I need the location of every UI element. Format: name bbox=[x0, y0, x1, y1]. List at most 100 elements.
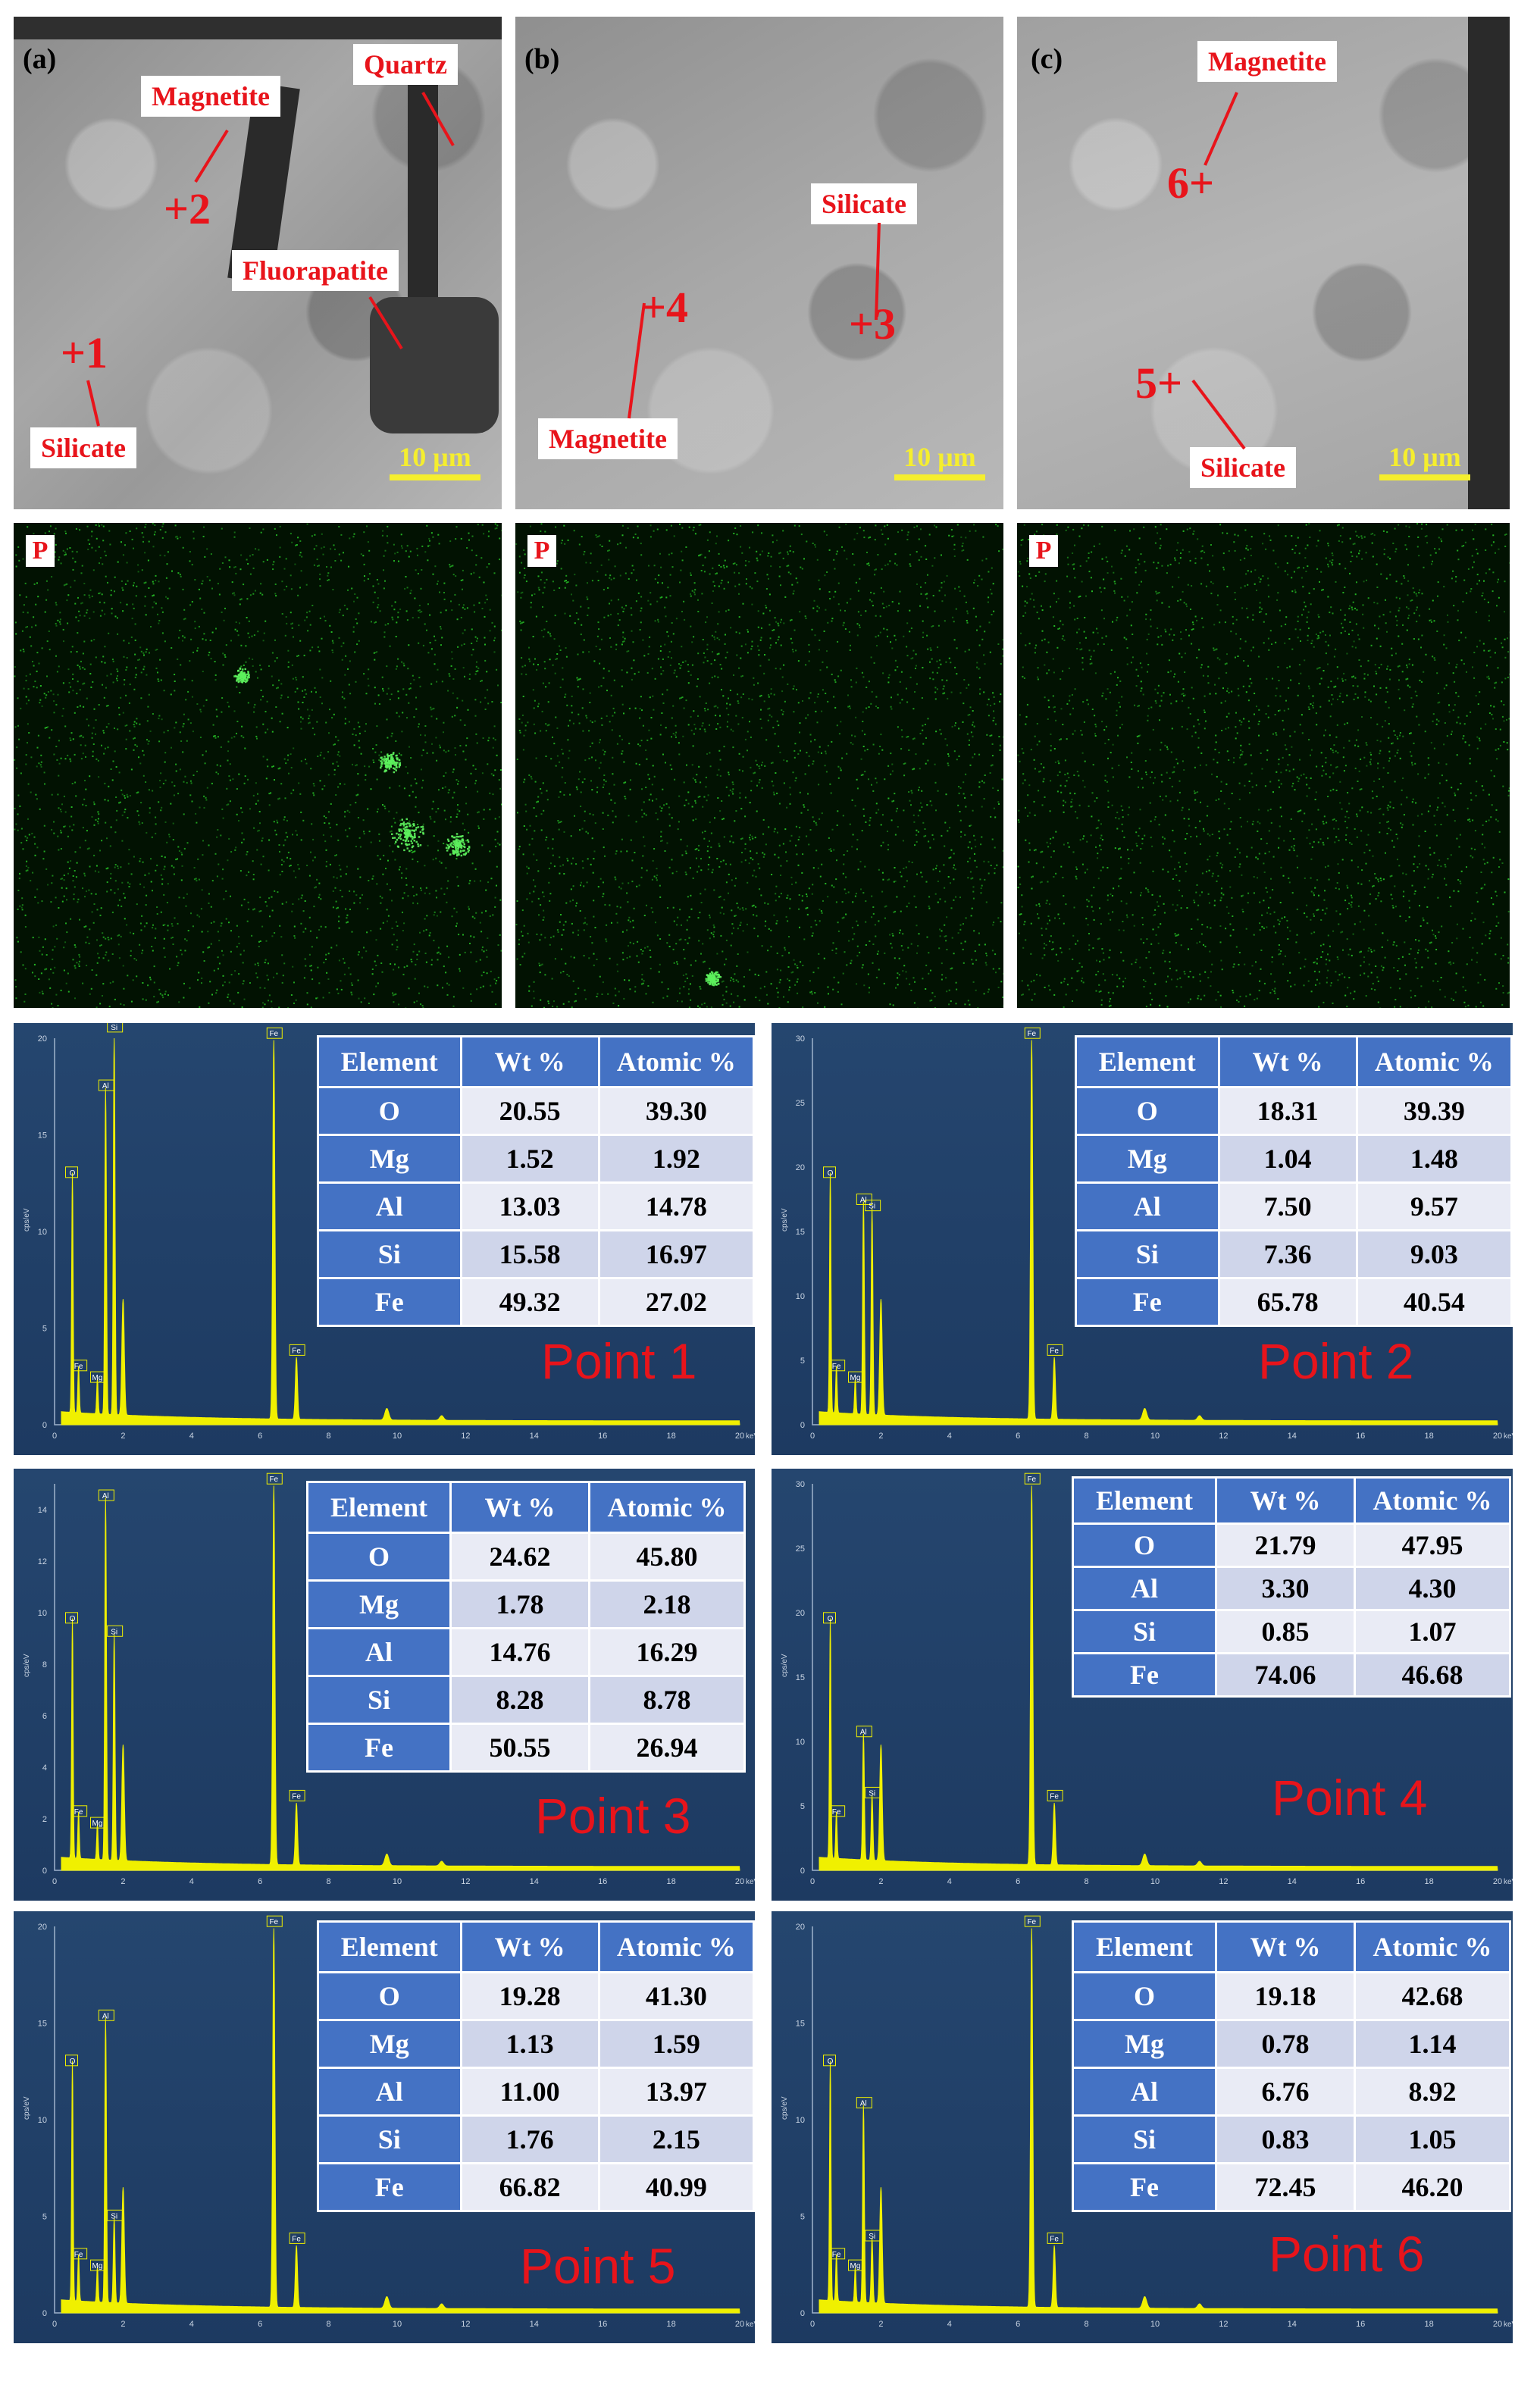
table-cell: 14.78 bbox=[597, 1181, 755, 1231]
y-tick-label: 5 bbox=[800, 2213, 805, 2222]
table-cell: 1.05 bbox=[1354, 2114, 1511, 2164]
y-tick-label: 20 bbox=[38, 1034, 47, 1044]
table-cell: 15.58 bbox=[459, 1229, 600, 1279]
peak-label: Si bbox=[869, 1789, 875, 1798]
x-tick-label: 8 bbox=[1085, 1877, 1089, 1886]
x-tick-label: 20 bbox=[1493, 1877, 1502, 1886]
y-tick-label: 0 bbox=[42, 2309, 47, 2318]
x-tick-label: 8 bbox=[327, 2320, 331, 2329]
table-header-cell: Atomic % bbox=[588, 1481, 746, 1534]
peak-label: Fe bbox=[1027, 1918, 1036, 1926]
peak-label-box bbox=[865, 1200, 881, 1212]
eds-spectrum-panel: 0 2 4 6 8 10 12 14 16 18 20keV 0 2 4 6 8 10 12 14 cps/eV O Fe… bbox=[14, 1469, 755, 1901]
point-label: Point 6 bbox=[1269, 2226, 1425, 2282]
peak-label: Fe bbox=[292, 1792, 301, 1801]
table-cell: 1.14 bbox=[1354, 2019, 1511, 2069]
y-tick-label: 30 bbox=[796, 1480, 805, 1489]
table-header-cell: Wt % bbox=[459, 1920, 600, 1973]
x-tick-label: 10 bbox=[393, 1877, 402, 1886]
table-row: Mg 0.78 1.14 bbox=[1072, 2019, 1511, 2069]
table-cell: 13.03 bbox=[459, 1181, 600, 1231]
x-tick-label: 8 bbox=[327, 1432, 331, 1441]
table-cell: 19.18 bbox=[1215, 1971, 1356, 2021]
table-row: Mg 1.04 1.48 bbox=[1075, 1134, 1513, 1184]
x-tick-label: 12 bbox=[1219, 1432, 1228, 1441]
peak-label: Al bbox=[860, 1729, 867, 1737]
x-tick-label: 18 bbox=[666, 2320, 675, 2329]
x-tick-label: 4 bbox=[947, 1877, 952, 1886]
table-cell: Al bbox=[1072, 2067, 1217, 2117]
y-tick-label: 5 bbox=[800, 1802, 805, 1811]
table-cell: Si bbox=[1072, 1609, 1217, 1654]
p-map-a-label: P bbox=[26, 535, 55, 567]
table-row: Si 0.83 1.05 bbox=[1072, 2114, 1511, 2164]
table-row: Al 3.30 4.30 bbox=[1072, 1566, 1511, 1611]
sem-image-c: (c) Magnetite Silicate 6+ 5+ 10 μm bbox=[1017, 17, 1510, 509]
point-2-marker: +2 bbox=[164, 184, 211, 233]
table-cell: 65.78 bbox=[1217, 1277, 1358, 1327]
peak-label-box bbox=[823, 1166, 837, 1178]
x-tick-label: 6 bbox=[1016, 1877, 1020, 1886]
tag-magnetite-a: Magnetite bbox=[141, 76, 280, 117]
x-tick-label: 20 bbox=[1493, 1432, 1502, 1441]
panel-label-a: (a) bbox=[23, 43, 57, 75]
eds-spectrum-panel: 02468101214161820keV05101520cps/eVOFeMgA… bbox=[14, 1023, 755, 1455]
y-tick-label: 0 bbox=[42, 1867, 47, 1876]
scale-bar-b: 10 μm bbox=[894, 441, 985, 480]
x-tick-label: 12 bbox=[1219, 2320, 1228, 2329]
table-cell: 47.95 bbox=[1354, 1522, 1511, 1568]
x-tick-label: 12 bbox=[1219, 1877, 1228, 1886]
peak-label-box bbox=[848, 1371, 864, 1383]
tag-quartz-a: Quartz bbox=[353, 44, 458, 85]
x-tick-label: 14 bbox=[530, 2320, 539, 2329]
p-map-b-label: P bbox=[527, 535, 556, 567]
x-tick-label: 18 bbox=[666, 1877, 675, 1886]
table-cell: 46.68 bbox=[1354, 1652, 1511, 1698]
table-cell: 27.02 bbox=[597, 1277, 755, 1327]
y-unit-label: cps/eV bbox=[23, 1208, 31, 1231]
peak-label-box bbox=[266, 1027, 283, 1039]
eds-table: Element Wt % Atomic % O 19.28 41.30 Mg 1.13 1.59… bbox=[317, 1920, 755, 2212]
table-cell: 8.78 bbox=[588, 1675, 746, 1725]
table-row: Si 8.28 8.78 bbox=[306, 1675, 746, 1725]
y-tick-label: 0 bbox=[800, 1867, 805, 1876]
table-cell: 46.20 bbox=[1354, 2162, 1511, 2212]
table-row: O 19.28 41.30 bbox=[317, 1971, 755, 2021]
x-tick-label: 8 bbox=[327, 1877, 331, 1886]
table-cell: O bbox=[317, 1086, 462, 1136]
x-tick-label: 12 bbox=[461, 1432, 470, 1441]
table-row: Al 11.00 13.97 bbox=[317, 2067, 755, 2117]
peak-label: Mg bbox=[92, 1374, 103, 1382]
table-row: Mg 1.52 1.92 bbox=[317, 1134, 755, 1184]
y-tick-label: 5 bbox=[42, 1325, 47, 1334]
peak-label: Fe bbox=[832, 1808, 841, 1817]
x-tick-label: 4 bbox=[189, 1877, 194, 1886]
table-row: Al 7.50 9.57 bbox=[1075, 1181, 1513, 1231]
x-tick-label: 10 bbox=[1150, 1877, 1160, 1886]
peak-label: Al bbox=[860, 2100, 867, 2108]
table-row: Si 0.85 1.07 bbox=[1072, 1609, 1511, 1654]
peak-label: O bbox=[828, 1169, 834, 1178]
table-cell: Si bbox=[1075, 1229, 1220, 1279]
peak-label: Fe bbox=[74, 2251, 83, 2259]
peak-label: Fe bbox=[74, 1363, 83, 1371]
table-cell: Fe bbox=[317, 2162, 462, 2212]
point-label: Point 1 bbox=[541, 1333, 697, 1389]
peak-label-box bbox=[856, 1726, 872, 1738]
x-tick-label: 10 bbox=[1150, 2320, 1160, 2329]
x-tick-label: 14 bbox=[1288, 1877, 1297, 1886]
peak-label: O bbox=[70, 1169, 76, 1178]
peak-label: Fe bbox=[292, 2235, 301, 2243]
peak-label-box bbox=[266, 1915, 283, 1927]
peak-label-box bbox=[98, 1079, 114, 1091]
p-map-b-dots bbox=[515, 523, 1003, 1008]
peak-label-box bbox=[848, 2259, 864, 2271]
x-tick-label: 0 bbox=[810, 2320, 815, 2329]
peak-label: Mg bbox=[850, 1374, 861, 1382]
table-cell: 13.97 bbox=[597, 2067, 755, 2117]
x-tick-label: 14 bbox=[1288, 1432, 1297, 1441]
table-cell: O bbox=[1072, 1971, 1217, 2021]
table-header-cell: Wt % bbox=[1217, 1035, 1358, 1088]
spectrum-trace bbox=[61, 1928, 740, 2314]
peak-label: Al bbox=[860, 1197, 867, 1205]
